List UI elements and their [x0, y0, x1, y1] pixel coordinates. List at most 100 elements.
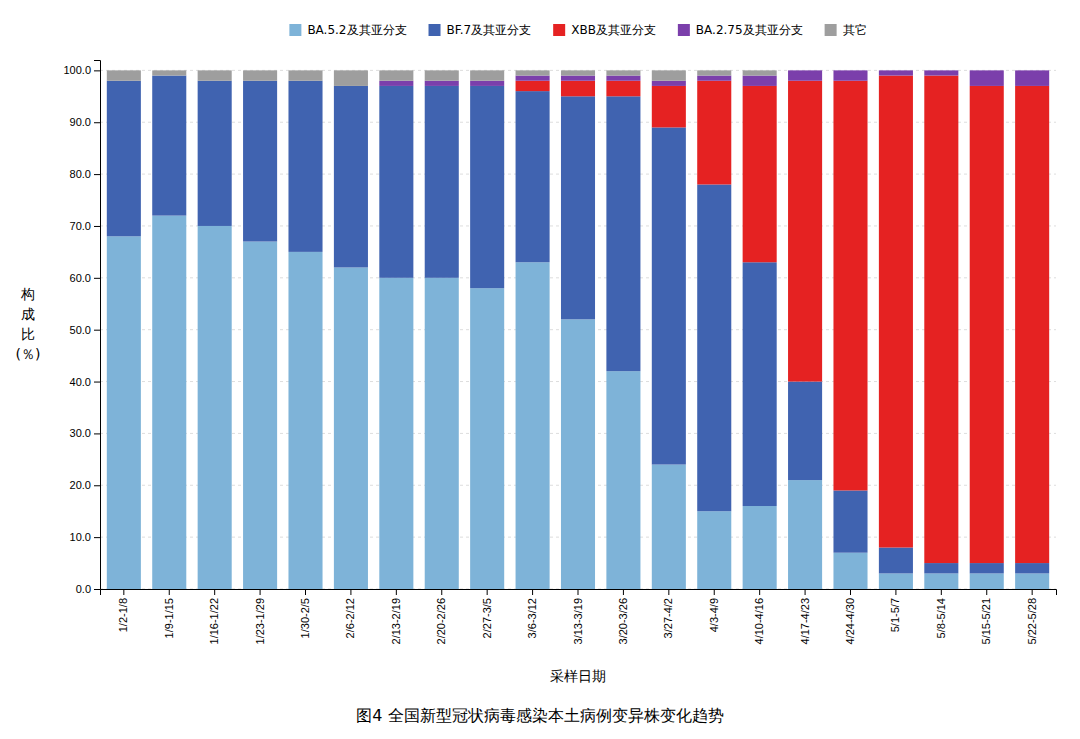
tick-mark: [668, 589, 669, 595]
bar: [924, 70, 958, 75]
bar: [879, 548, 913, 574]
bar: [970, 70, 1004, 71]
legend-swatch: [429, 24, 441, 36]
bar: [788, 480, 822, 589]
tick-mark: [94, 589, 100, 590]
tick-mark: [532, 589, 533, 595]
bar: [833, 70, 867, 80]
bar: [152, 70, 186, 75]
bar: [970, 563, 1004, 573]
grid: [100, 70, 1056, 589]
y-tick: 0.0: [76, 583, 100, 595]
tick-mark: [941, 589, 942, 595]
bar: [516, 262, 550, 589]
tick-label: 4/24-4/30: [844, 598, 856, 644]
bar: [516, 76, 550, 81]
y-tick: 30.0: [70, 427, 100, 439]
tick-label: 4/17-4/23: [799, 598, 811, 644]
tick-label: 3/27-4/2: [662, 598, 674, 638]
title: 图4 全国新型冠状病毒感染本土病例变异株变化趋势: [356, 706, 723, 725]
tick-label: 3/13-3/19: [572, 598, 584, 644]
tick-mark: [759, 589, 760, 595]
bar: [743, 70, 777, 75]
legend-swatch: [289, 24, 301, 36]
bar: [652, 70, 686, 80]
bar: [425, 81, 459, 86]
tick-label: 20.0: [70, 479, 91, 491]
plot-area: 0.010.020.030.040.050.060.070.080.090.01…: [63, 61, 1056, 645]
tick-mark: [94, 433, 100, 434]
bar: [652, 81, 686, 86]
tick-mark: [305, 589, 306, 595]
legend: BA.5.2及其亚分支BF.7及其亚分支XBB及其亚分支BA.2.75及其亚分支…: [289, 23, 866, 37]
tick-mark: [94, 70, 100, 71]
bar: [788, 70, 822, 71]
bar: [743, 506, 777, 589]
x-tick: 1/30-2/5: [299, 589, 311, 638]
bar: [879, 70, 913, 75]
bar: [198, 70, 232, 80]
bar-series: [107, 70, 777, 86]
tick-label: 5/22-5/28: [1026, 598, 1038, 644]
bar: [1015, 70, 1049, 71]
bar: [652, 86, 686, 127]
x-tick: 5/22-5/28: [1026, 589, 1038, 644]
bar: [924, 76, 958, 564]
bar: [288, 252, 322, 589]
tick-mark: [94, 122, 100, 123]
chart: 0.010.020.030.040.050.060.070.080.090.01…: [0, 0, 1080, 739]
bar: [107, 236, 141, 589]
bar: [606, 371, 640, 589]
bar: [743, 262, 777, 506]
bar: [697, 70, 731, 75]
bar: [879, 70, 913, 71]
tick-mark: [850, 589, 851, 595]
tick-label: 2/13-2/19: [390, 598, 402, 644]
tick-mark: [123, 589, 124, 595]
tick-label: 1/2-1/8: [117, 598, 129, 632]
bar: [697, 184, 731, 511]
bar: [243, 242, 277, 589]
x-tick: 1/16-1/22: [208, 589, 220, 644]
x-tick: 4/10-4/16: [753, 589, 765, 644]
bar: [924, 573, 958, 589]
bar: [379, 278, 413, 589]
bar: [743, 86, 777, 262]
bar: [970, 573, 1004, 589]
legend-label: XBB及其亚分支: [571, 23, 656, 37]
bar: [425, 86, 459, 278]
tick-label: 40.0: [70, 376, 91, 388]
tick-label: 2/27-3/5: [481, 598, 493, 638]
bar: [879, 573, 913, 589]
bars: [107, 70, 1049, 589]
x-tick: 1/9-1/15: [163, 589, 175, 638]
bar: [606, 81, 640, 97]
bar-series: [107, 76, 1049, 574]
bar: [334, 70, 368, 86]
legend-item: BA.5.2及其亚分支: [289, 23, 406, 37]
bar: [243, 81, 277, 242]
bar: [516, 81, 550, 91]
bar: [697, 81, 731, 185]
bar: [288, 70, 322, 80]
bar: [833, 490, 867, 552]
bar: [561, 81, 595, 97]
bar: [879, 76, 913, 548]
tick-mark: [986, 589, 987, 595]
tick-label: 2/6-2/12: [344, 598, 356, 638]
tick-mark: [94, 278, 100, 279]
tick-label: 50.0: [70, 324, 91, 336]
bar: [379, 81, 413, 86]
x-tick: 2/27-3/5: [481, 589, 493, 638]
bar: [561, 70, 595, 75]
bar: [198, 226, 232, 589]
y-tick: 100.0: [63, 64, 100, 76]
tick-mark: [94, 382, 100, 383]
axis-line: [101, 590, 1057, 596]
bar: [924, 70, 958, 71]
tick-label: 2/20-2/26: [435, 598, 447, 644]
x-tick: 2/6-2/12: [344, 589, 356, 638]
tick-label: 0.0: [76, 583, 91, 595]
bar: [833, 553, 867, 589]
bar: [743, 76, 777, 86]
